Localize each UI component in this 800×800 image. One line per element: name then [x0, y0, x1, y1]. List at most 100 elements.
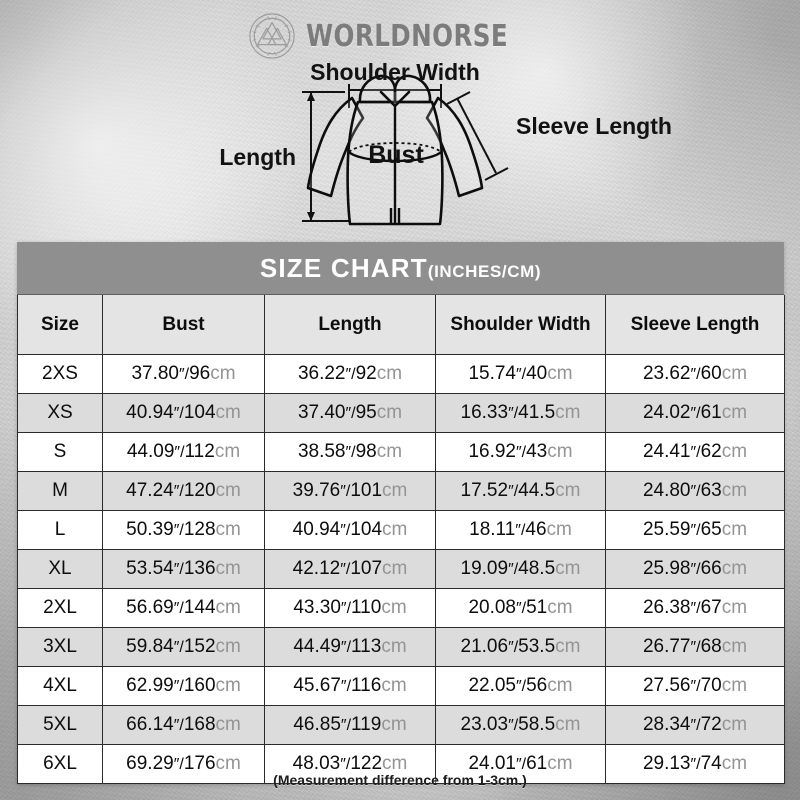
value-inches: 43.30 [293, 597, 341, 618]
value-inches: 24.41 [642, 441, 691, 462]
bust-line [348, 151, 442, 163]
value-centimeters: 60 [700, 363, 722, 384]
value-centimeters: 58.5 [518, 714, 556, 735]
size-chart-unit-note: (INCHES/CM) [427, 261, 542, 281]
cell-size: 2XL [17, 588, 103, 628]
table-row: 5XL 66.14″/168cm 46.85″/119cm 23.03″/58.5cm… [17, 705, 785, 745]
value-centimeters: 107 [350, 558, 383, 579]
value-centimeters: 67 [700, 597, 722, 618]
cell-length: 46.85″/119cm [264, 705, 436, 745]
value-centimeters: 66 [700, 558, 722, 579]
unit-cm-label: cm [555, 714, 581, 735]
unit-cm-label: cm [376, 441, 403, 462]
unit-cm-label: cm [555, 480, 581, 501]
unit-cm-label: cm [215, 753, 241, 774]
column-header-size: Size [17, 295, 103, 355]
table-row: 2XL 56.69″/144cm 43.30″/110cm 20.08″/51cm 26… [17, 588, 785, 628]
inch-mark-icon: ″/ [345, 405, 356, 422]
label-shoulder-width: Shoulder Width [310, 59, 480, 85]
inch-mark-icon: ″/ [340, 483, 351, 500]
value-centimeters: 112 [184, 441, 215, 462]
value-inches: 23.62 [642, 363, 691, 384]
value-centimeters: 119 [351, 714, 382, 735]
table-row: 4XL 62.99″/160cm 45.67″/116cm 22.05″/56cm 27… [17, 666, 785, 706]
inch-mark-icon: ″/ [173, 405, 184, 422]
brand-header: WORLDNORSE [0, 12, 800, 60]
value-inches: 42.12 [292, 558, 341, 579]
cell-bust: 66.14″/168cm [102, 705, 265, 745]
value-centimeters: 46 [525, 519, 547, 540]
value-inches: 20.08 [468, 597, 516, 618]
cell-length: 37.40″/95cm [264, 393, 436, 433]
inch-mark-icon: ″/ [340, 600, 352, 617]
unit-cm-label: cm [546, 519, 572, 540]
inch-mark-icon: ″/ [345, 444, 356, 461]
unit-cm-label: cm [547, 753, 573, 774]
value-centimeters: 74 [700, 753, 722, 774]
unit-cm-label: cm [547, 441, 573, 462]
value-centimeters: 168 [183, 714, 216, 735]
unit-cm-label: cm [721, 636, 748, 657]
value-inches: 53.54 [126, 558, 174, 579]
value-inches: 21.06 [460, 636, 509, 657]
value-inches: 25.98 [642, 558, 691, 579]
coat-front-opening [389, 106, 401, 224]
label-sleeve-length: Sleeve Length [516, 113, 672, 139]
sleeve-length-measure-line [446, 91, 509, 181]
value-inches: 28.34 [642, 714, 691, 735]
cell-sleeve: 23.62″/60cm [605, 354, 785, 394]
table-row: 2XS 37.80″/96cm 36.22″/92cm 15.74″/40cm 23.6… [17, 354, 785, 394]
cell-sleeve: 28.34″/72cm [605, 705, 785, 745]
cell-sleeve: 27.56″/70cm [605, 666, 785, 706]
inch-mark-icon: ″/ [173, 600, 184, 617]
unit-cm-label: cm [215, 480, 241, 501]
garment-measurement-diagram: Shoulder Width Length Bust Sleeve Length [0, 58, 800, 238]
value-inches: 40.94 [126, 402, 174, 423]
inch-mark-icon: ″/ [173, 561, 184, 578]
table-row: M 47.24″/120cm 39.76″/101cm 17.52″/44.5cm 24… [17, 471, 785, 511]
inch-mark-icon: ″/ [515, 678, 527, 695]
value-inches: 26.38 [642, 597, 691, 618]
cell-length: 45.67″/116cm [264, 666, 436, 706]
value-inches: 26.77 [642, 636, 691, 657]
value-centimeters: 96 [189, 363, 211, 384]
unit-cm-label: cm [215, 597, 241, 618]
value-centimeters: 120 [183, 480, 216, 501]
cell-length: 38.58″/98cm [264, 432, 436, 472]
inch-mark-icon: ″/ [173, 483, 184, 500]
unit-cm-label: cm [721, 597, 748, 618]
value-inches: 29.13 [642, 753, 691, 774]
inch-mark-icon: ″/ [690, 678, 701, 695]
value-inches: 18.11 [469, 519, 516, 540]
value-centimeters: 176 [183, 753, 216, 774]
cell-bust: 59.84″/152cm [102, 627, 265, 667]
length-measure-line [302, 91, 350, 222]
inch-mark-icon: ″/ [340, 561, 351, 578]
unit-cm-label: cm [721, 363, 748, 384]
cell-bust: 62.99″/160cm [102, 666, 265, 706]
table-row: 6XL 69.29″/176cm 48.03″/122cm 24.01″/61cm 29… [17, 744, 785, 784]
value-inches: 25.59 [642, 519, 691, 540]
inch-mark-icon: ″/ [173, 717, 184, 734]
unit-cm-label: cm [214, 441, 241, 462]
unit-cm-label: cm [555, 402, 581, 423]
cell-length: 36.22″/92cm [264, 354, 436, 394]
value-centimeters: 98 [355, 441, 377, 462]
inch-mark-icon: ″/ [340, 639, 352, 656]
value-centimeters: 72 [700, 714, 722, 735]
value-centimeters: 56 [526, 675, 548, 696]
cell-bust: 47.24″/120cm [102, 471, 265, 511]
inch-mark-icon: ″/ [508, 483, 519, 500]
value-centimeters: 61 [526, 753, 548, 774]
unit-cm-label: cm [381, 714, 407, 735]
value-centimeters: 152 [183, 636, 216, 657]
value-centimeters: 68 [700, 636, 722, 657]
inch-mark-icon: ″/ [690, 600, 701, 617]
table-header-row: Size Bust Length Shoulder Width Sleeve L… [17, 295, 785, 355]
column-header-sleeve-length: Sleeve Length [605, 295, 785, 355]
inch-mark-icon: ″/ [690, 717, 701, 734]
cell-length: 43.30″/110cm [264, 588, 436, 628]
cell-length: 40.94″/104cm [264, 510, 436, 550]
inch-mark-icon: ″/ [690, 639, 701, 656]
inch-mark-icon: ″/ [690, 483, 701, 500]
